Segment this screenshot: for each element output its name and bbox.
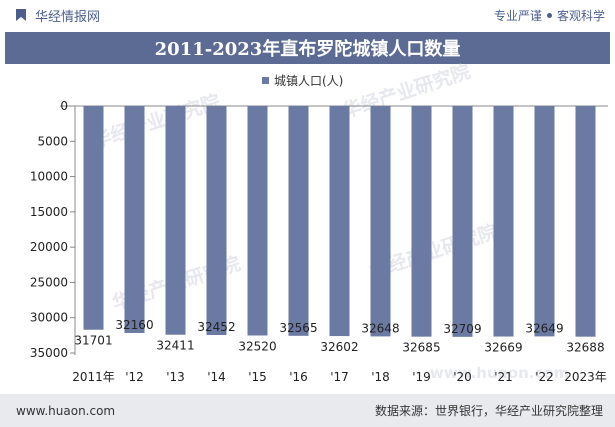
bar — [206, 106, 227, 336]
x-tick-label: '15 — [248, 370, 267, 384]
data-label: 32565 — [279, 321, 317, 335]
slogan-tag-1: 专业严谨 — [493, 8, 542, 23]
data-label: 32685 — [402, 341, 440, 355]
legend: 城镇人口(人) — [262, 74, 343, 88]
data-label: 32160 — [115, 318, 153, 332]
x-tick-label: '19 — [412, 370, 431, 384]
x-tick-label: '21 — [494, 370, 513, 384]
y-tick-label: 25000 — [30, 275, 68, 289]
x-tick-label: 2011年 — [72, 370, 115, 384]
data-labels: 3170132160324113245232520325653260232648… — [74, 318, 604, 355]
legend-label: 城镇人口(人) — [274, 74, 343, 88]
y-tick-label: 30000 — [30, 311, 68, 325]
bar — [493, 106, 514, 337]
chart-area: 华经产业研究院华经产业研究院华经产业研究院华经产业研究院www.huaon.co… — [30, 60, 608, 384]
x-tick-label: '16 — [289, 370, 308, 384]
y-tick-label: 0 — [60, 99, 68, 113]
slogan: 专业严谨 客观科学 — [494, 7, 605, 24]
y-tick-label: 5000 — [37, 134, 68, 148]
bar — [575, 106, 596, 337]
x-tick-label: '12 — [125, 370, 144, 384]
y-tick-label: 10000 — [30, 170, 68, 184]
x-tick-label: '18 — [371, 370, 390, 384]
y-tick-label: 20000 — [30, 240, 68, 254]
data-label: 32452 — [197, 320, 235, 334]
data-label: 32669 — [484, 341, 522, 355]
bar — [411, 106, 432, 337]
bar — [247, 106, 268, 336]
data-label: 31701 — [74, 334, 112, 348]
x-tick-label: '13 — [166, 370, 185, 384]
x-tick-label: '22 — [535, 370, 554, 384]
bar — [329, 106, 350, 337]
chart-title: 2011-2023年直布罗陀城镇人口数量 — [154, 39, 461, 60]
x-tick-label: 2023年 — [564, 370, 607, 384]
bars — [83, 106, 596, 337]
title-banner: 2011-2023年直布罗陀城镇人口数量 — [5, 32, 610, 64]
bookmark-logo-icon — [16, 9, 26, 21]
data-label: 32688 — [566, 341, 604, 355]
bar — [124, 106, 145, 333]
y-tick-label: 15000 — [30, 205, 68, 219]
x-tick-label: '14 — [207, 370, 226, 384]
brand[interactable]: 华经情报网 — [14, 6, 100, 25]
bar — [370, 106, 391, 337]
bar — [452, 106, 473, 337]
legend-swatch — [262, 77, 269, 84]
y-axis-ticks: 0 5000 10000 15000 20000 25000 30000 35000 — [30, 99, 75, 360]
footer-website-link[interactable]: www.huaon.com — [16, 403, 116, 418]
slogan-tag-2: 客观科学 — [556, 8, 605, 23]
y-tick-label: 35000 — [30, 346, 68, 360]
x-axis-ticks: 2011年 '12 '13 '14 '15 '16 '17 '18 '19 '20 '21 '22 20… — [72, 370, 607, 384]
data-label: 32520 — [238, 339, 276, 353]
data-label: 32648 — [361, 321, 399, 335]
footer-source: 数据来源：世界银行，华经产业研究院整理 — [374, 404, 603, 418]
watermark-text: 华经产业研究院 — [89, 90, 223, 153]
bar — [165, 106, 186, 335]
data-label: 32602 — [320, 340, 358, 354]
data-label: 32649 — [525, 321, 563, 335]
x-tick-label: '20 — [453, 370, 472, 384]
site-name: 华经情报网 — [35, 9, 101, 25]
data-label: 32709 — [443, 322, 481, 336]
x-tick-label: '17 — [330, 370, 349, 384]
footer-bar: www.huaon.com 数据来源：世界银行，华经产业研究院整理 — [0, 394, 615, 427]
bar — [288, 106, 309, 336]
bar — [534, 106, 555, 337]
data-label: 32411 — [156, 339, 194, 353]
watermark-text: www.huaon.com — [430, 364, 569, 382]
top-bar: 华经情报网 专业严谨 客观科学 — [0, 0, 615, 30]
separator-dot-icon — [546, 12, 552, 18]
bar — [83, 106, 104, 330]
